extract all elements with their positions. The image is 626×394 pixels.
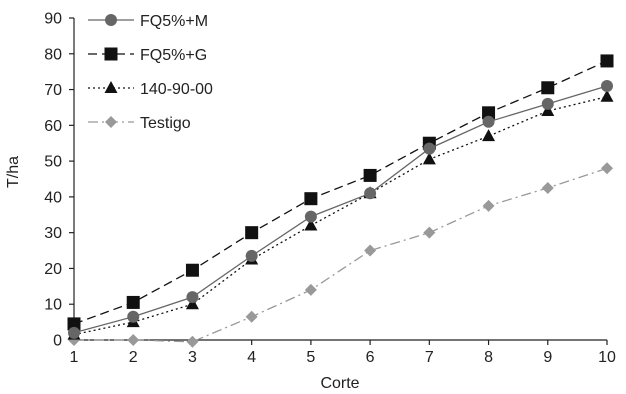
data-point [482,199,495,212]
y-tick-label: 80 [44,46,62,63]
data-point [185,263,199,277]
data-point [364,244,377,257]
data-point [68,326,80,339]
y-tick-label: 30 [44,225,62,242]
legend-label: 140-90-00 [140,81,213,98]
y-tick-label: 50 [44,154,62,171]
data-point [127,310,140,323]
series-testigo [68,162,613,348]
y-tick-label: 20 [44,261,62,278]
x-tick-label: 9 [543,349,552,366]
legend-label: Testigo [140,115,191,132]
legend-item: FQ5%+G [88,47,207,64]
data-point [186,291,199,304]
data-point [541,181,554,194]
data-point [185,297,199,310]
x-tick-label: 7 [425,349,434,366]
data-point [127,334,140,346]
legend-label: FQ5%+G [140,47,207,64]
series-line [73,96,608,336]
series-fq5-m [68,79,613,339]
y-tick-label: 60 [44,118,62,135]
legend-item: Testigo [88,115,191,132]
x-tick-label: 8 [484,349,493,366]
data-point [601,79,613,92]
series-line [73,85,608,334]
data-point [245,226,259,240]
data-point [67,317,81,331]
x-tick-label: 1 [70,349,79,366]
data-point [482,115,495,128]
x-tick-label: 6 [366,349,375,366]
data-point [482,129,496,142]
x-tick-label: 2 [129,349,138,366]
data-point [364,187,377,200]
y-tick-label: 90 [44,11,62,28]
x-tick-label: 10 [598,349,616,366]
data-point [422,152,436,165]
y-tick-label: 70 [44,82,62,99]
data-point [245,249,258,262]
legend-marker [104,81,118,93]
chart-axes [73,18,607,341]
data-point [304,283,317,296]
data-point [600,89,614,102]
data-point [601,162,613,175]
data-point [541,104,555,117]
x-tick-label: 5 [306,349,315,366]
series-line [74,167,608,343]
legend-label: FQ5%+M [140,13,208,30]
data-point [423,226,436,239]
y-axis-label: T/ha [5,156,22,188]
legend-marker [104,47,118,61]
x-tick-label: 3 [188,349,197,366]
x-axis-ticks: 1 2 3 4 5 6 7 8 9 10 [70,340,616,366]
series-line [73,60,608,325]
data-point [126,295,140,309]
x-axis-label: Corte [320,375,359,392]
data-point [541,97,554,110]
legend-item: FQ5%+M [88,13,208,30]
data-point [423,142,436,155]
data-point [186,335,199,348]
legend-item: 140-90-00 [88,81,213,98]
legend: FQ5%+M FQ5%+G 140-90-00 Testigo [88,13,213,132]
data-point [363,168,377,182]
data-point [482,106,496,120]
series-fq5-g [67,54,614,331]
x-tick-label: 4 [247,349,256,366]
legend-marker [105,14,117,26]
y-tick-label: 10 [44,297,62,314]
legend-marker [105,116,117,128]
data-point [541,81,555,95]
data-point [245,310,258,323]
series-layer [67,54,614,348]
data-point [304,218,318,231]
y-tick-label: 0 [53,333,62,350]
y-axis-ticks: 0 10 20 30 40 50 60 70 80 90 [44,11,74,350]
y-tick-label: 40 [44,189,62,206]
data-point [304,192,318,206]
data-point [304,210,317,223]
data-point [600,54,614,68]
